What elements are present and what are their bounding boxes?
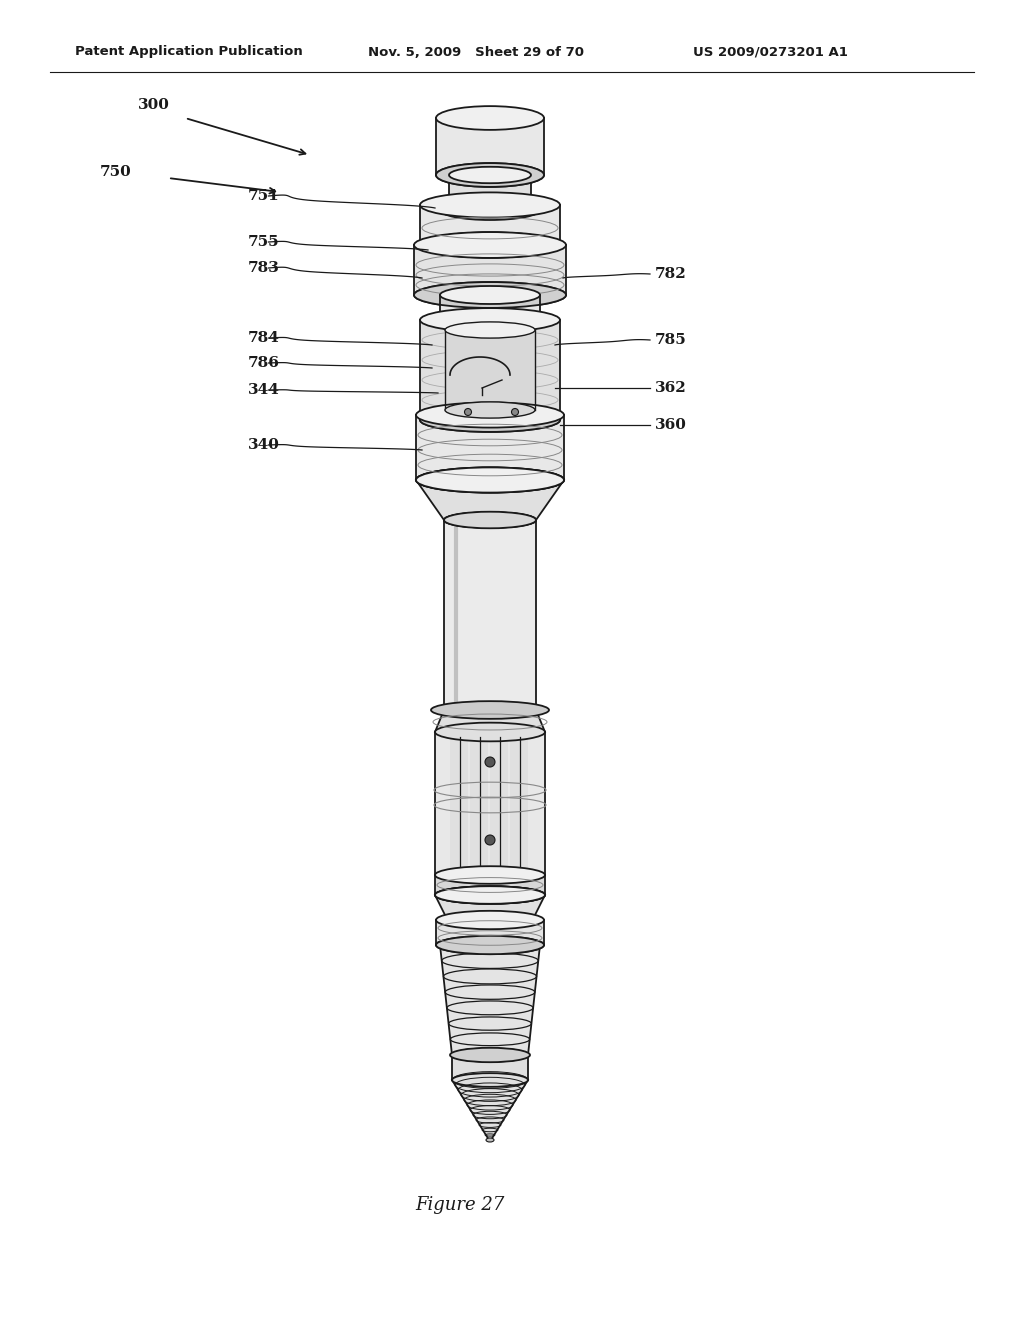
Ellipse shape [436, 164, 544, 187]
Polygon shape [440, 945, 540, 1055]
Text: 360: 360 [655, 418, 687, 432]
Text: Patent Application Publication: Patent Application Publication [75, 45, 303, 58]
Polygon shape [420, 205, 560, 246]
Ellipse shape [486, 1138, 494, 1142]
Polygon shape [445, 330, 535, 411]
Ellipse shape [416, 403, 564, 428]
Text: 340: 340 [248, 438, 280, 451]
Ellipse shape [452, 1048, 528, 1061]
Circle shape [485, 836, 495, 845]
Polygon shape [452, 1080, 528, 1140]
Polygon shape [420, 319, 560, 420]
Polygon shape [416, 480, 564, 520]
Text: 784: 784 [248, 331, 280, 345]
Ellipse shape [440, 201, 540, 220]
Circle shape [465, 408, 471, 416]
Text: 785: 785 [655, 333, 687, 347]
FancyBboxPatch shape [450, 737, 468, 870]
Text: 362: 362 [655, 381, 687, 395]
Ellipse shape [444, 512, 536, 528]
Polygon shape [435, 895, 545, 920]
FancyBboxPatch shape [470, 737, 488, 870]
Ellipse shape [414, 282, 566, 308]
Text: 782: 782 [655, 267, 687, 281]
Polygon shape [444, 520, 536, 710]
Text: Figure 27: Figure 27 [416, 1196, 505, 1214]
Ellipse shape [420, 232, 560, 257]
Ellipse shape [436, 106, 544, 129]
Ellipse shape [447, 913, 532, 927]
Ellipse shape [414, 282, 566, 308]
Circle shape [512, 408, 518, 416]
Ellipse shape [445, 401, 535, 418]
Text: 750: 750 [100, 165, 132, 180]
Ellipse shape [440, 286, 540, 304]
Polygon shape [440, 294, 540, 325]
Ellipse shape [435, 886, 545, 904]
Circle shape [485, 756, 495, 767]
Polygon shape [435, 875, 545, 895]
Text: 755: 755 [248, 235, 280, 249]
Ellipse shape [440, 315, 540, 334]
Ellipse shape [420, 193, 560, 218]
Ellipse shape [416, 467, 564, 492]
Text: 783: 783 [248, 261, 280, 275]
Ellipse shape [436, 911, 544, 929]
Polygon shape [436, 117, 544, 176]
FancyBboxPatch shape [490, 737, 508, 870]
Ellipse shape [449, 166, 531, 183]
Text: 300: 300 [138, 98, 170, 112]
Polygon shape [416, 414, 564, 480]
Ellipse shape [420, 232, 560, 257]
Ellipse shape [436, 936, 544, 954]
Text: 344: 344 [248, 383, 280, 397]
FancyBboxPatch shape [510, 737, 528, 870]
Ellipse shape [444, 702, 536, 718]
Ellipse shape [452, 1073, 528, 1086]
Ellipse shape [435, 866, 545, 884]
Ellipse shape [450, 1048, 530, 1063]
Polygon shape [414, 246, 566, 294]
Text: Nov. 5, 2009   Sheet 29 of 70: Nov. 5, 2009 Sheet 29 of 70 [368, 45, 584, 58]
Ellipse shape [444, 702, 536, 718]
Ellipse shape [444, 512, 536, 528]
Ellipse shape [431, 701, 549, 719]
Ellipse shape [449, 202, 531, 218]
FancyBboxPatch shape [435, 733, 545, 875]
Ellipse shape [445, 322, 535, 338]
Ellipse shape [436, 936, 544, 954]
Text: 786: 786 [248, 356, 280, 370]
Polygon shape [452, 1055, 528, 1080]
Ellipse shape [416, 467, 564, 492]
Ellipse shape [435, 886, 545, 904]
Ellipse shape [436, 164, 544, 187]
Polygon shape [435, 710, 545, 733]
Ellipse shape [414, 232, 566, 257]
Ellipse shape [416, 467, 564, 492]
Ellipse shape [420, 408, 560, 432]
Polygon shape [449, 176, 531, 210]
Ellipse shape [435, 886, 545, 904]
Ellipse shape [420, 408, 560, 432]
Text: 751: 751 [248, 189, 280, 203]
Text: US 2009/0273201 A1: US 2009/0273201 A1 [693, 45, 848, 58]
Polygon shape [436, 920, 544, 945]
Ellipse shape [435, 722, 545, 742]
Ellipse shape [420, 308, 560, 331]
